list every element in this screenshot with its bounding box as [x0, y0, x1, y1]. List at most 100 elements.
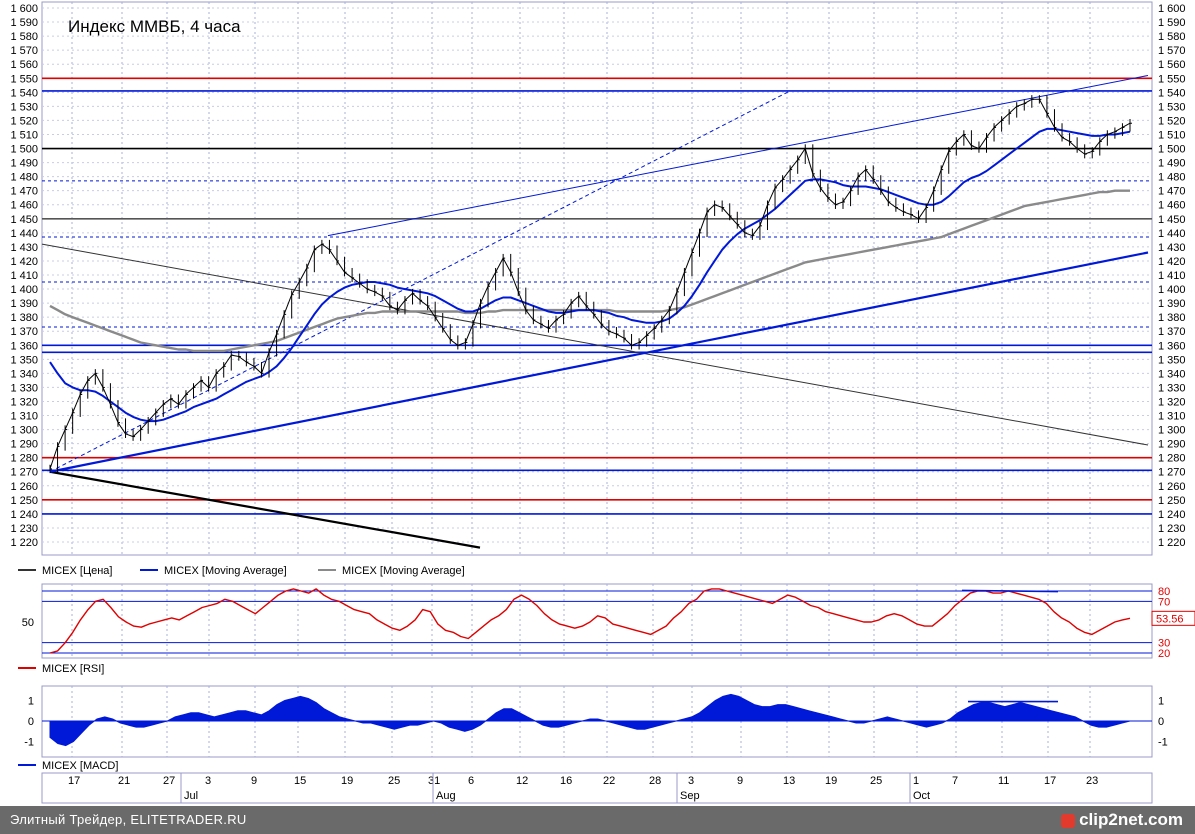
x-tick-label: 16: [560, 775, 572, 787]
y-tick-label-left: 1 250: [10, 495, 38, 507]
y-tick-label-left: 1 310: [10, 411, 38, 423]
y-tick-label-left: 1 430: [10, 242, 38, 254]
rsi-tick-left: 50: [22, 617, 34, 629]
y-tick-label-left: 1 480: [10, 172, 38, 184]
y-tick-label-right: 1 450: [1158, 214, 1186, 226]
y-tick-label-left: 1 280: [10, 453, 38, 465]
y-tick-label-left: 1 350: [10, 354, 38, 366]
x-tick-label: 11: [998, 775, 1009, 787]
y-tick-label-right: 1 260: [1158, 481, 1186, 493]
y-tick-label-right: 1 550: [1158, 73, 1186, 85]
y-tick-label-right: 1 370: [1158, 326, 1186, 338]
y-tick-label-left: 1 530: [10, 101, 38, 113]
y-tick-label-right: 1 580: [1158, 31, 1186, 43]
legend-strip: [0, 558, 1195, 578]
x-tick-label: 17: [1044, 775, 1056, 787]
x-month-label: Sep: [680, 790, 700, 802]
y-tick-label-right: 1 400: [1158, 284, 1186, 296]
x-tick-label: 9: [251, 775, 257, 787]
x-tick-label: 13: [783, 775, 795, 787]
clip2net-logo-text: clip2net.com: [1079, 810, 1183, 829]
trendline-falling: [41, 243, 1149, 446]
y-tick-label-left: 1 550: [10, 73, 38, 85]
y-tick-label-left: 1 500: [10, 144, 38, 156]
y-tick-label-left: 1 580: [10, 31, 38, 43]
y-tick-label-left: 1 220: [10, 537, 38, 549]
y-tick-label-left: 1 390: [10, 298, 38, 310]
y-tick-label-right: 1 420: [1158, 256, 1186, 268]
legend-label-rsi: MICEX [RSI]: [42, 663, 104, 675]
x-tick-label: 28: [649, 775, 661, 787]
y-tick-label-right: 1 340: [1158, 368, 1186, 380]
y-tick-label-left: 1 410: [10, 270, 38, 282]
y-tick-label-left: 1 330: [10, 382, 38, 394]
series-rsi: [49, 588, 1131, 654]
y-tick-label-left: 1 240: [10, 509, 38, 521]
x-tick-label: 25: [388, 775, 400, 787]
x-tick-label: 9: [737, 775, 743, 787]
y-tick-label-right: 1 220: [1158, 537, 1186, 549]
y-tick-label-right: 1 460: [1158, 200, 1186, 212]
series-macd-area: [49, 693, 1131, 747]
y-tick-label-left: 1 270: [10, 467, 38, 479]
footer-credit: Элитный Трейдер, ELITETRADER.RU: [10, 812, 247, 827]
y-tick-label-left: 1 490: [10, 158, 38, 170]
y-tick-label-right: 1 540: [1158, 87, 1186, 99]
x-tick-label: 6: [468, 775, 474, 787]
macd-tick-left: -1: [24, 737, 34, 749]
rsi-tick-right: 70: [1158, 596, 1170, 608]
x-tick-label: 15: [294, 775, 306, 787]
clip2net-logo-icon: [1061, 813, 1076, 828]
y-tick-label-left: 1 360: [10, 340, 38, 352]
rsi-tick-right: 20: [1158, 648, 1170, 660]
x-tick-label: 19: [341, 775, 353, 787]
y-tick-label-left: 1 540: [10, 87, 38, 99]
x-tick-label: 31: [428, 775, 440, 787]
rsi-last-value-box: [1151, 610, 1195, 626]
x-month-label: Aug: [436, 790, 456, 802]
y-tick-label-right: 1 350: [1158, 354, 1186, 366]
y-tick-label-left: 1 570: [10, 45, 38, 57]
macd-tick-right: 0: [1158, 716, 1164, 728]
x-tick-label: 1: [913, 775, 919, 787]
rsi-tick-right: 30: [1158, 638, 1170, 650]
legend-label: MICEX [Цена]: [42, 565, 112, 577]
macd-tick-right: 1: [1158, 696, 1164, 708]
y-tick-label-left: 1 320: [10, 396, 38, 408]
y-tick-label-left: 1 460: [10, 200, 38, 212]
y-tick-label-left: 1 600: [10, 3, 38, 15]
y-tick-label-right: 1 330: [1158, 382, 1186, 394]
y-tick-label-right: 1 440: [1158, 228, 1186, 240]
y-tick-label-right: 1 490: [1158, 158, 1186, 170]
y-tick-label-left: 1 380: [10, 312, 38, 324]
legend-label: MICEX [Moving Average]: [164, 565, 287, 577]
footer-bar: Элитный Трейдер, ELITETRADER.RU clip2net…: [0, 806, 1195, 834]
x-tick-label: 27: [163, 775, 175, 787]
y-tick-label-right: 1 520: [1158, 115, 1186, 127]
y-tick-label-right: 1 470: [1158, 186, 1186, 198]
series-price: [49, 98, 1131, 470]
y-tick-label-right: 1 310: [1158, 411, 1186, 423]
trendline-channel-top: [327, 74, 1149, 237]
rsi-annotation-line: [961, 589, 1059, 593]
y-tick-label-right: 1 390: [1158, 298, 1186, 310]
macd-tick-right: -1: [1158, 737, 1168, 749]
y-tick-label-right: 1 280: [1158, 453, 1186, 465]
y-tick-label-right: 1 480: [1158, 172, 1186, 184]
date-axis-frame: [41, 772, 1153, 804]
x-tick-label: 25: [870, 775, 882, 787]
y-tick-label-right: 1 320: [1158, 396, 1186, 408]
y-tick-label-left: 1 470: [10, 186, 38, 198]
rsi-tick-right: 80: [1158, 586, 1170, 598]
y-tick-label-left: 1 440: [10, 228, 38, 240]
y-tick-label-right: 1 290: [1158, 439, 1186, 451]
y-tick-label-right: 1 530: [1158, 101, 1186, 113]
macd-tick-left: 1: [28, 696, 34, 708]
y-tick-label-left: 1 560: [10, 59, 38, 71]
y-tick-label-right: 1 410: [1158, 270, 1186, 282]
y-tick-label-right: 1 560: [1158, 59, 1186, 71]
x-tick-label: 7: [952, 775, 958, 787]
y-tick-label-right: 1 270: [1158, 467, 1186, 479]
y-tick-label-right: 1 430: [1158, 242, 1186, 254]
